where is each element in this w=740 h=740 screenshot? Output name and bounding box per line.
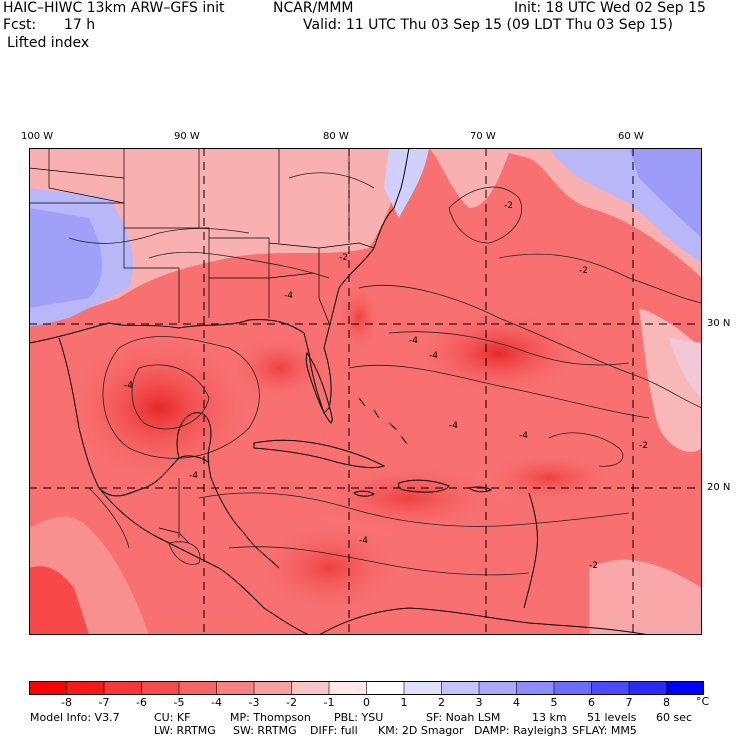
footer-shortwave: SW: RRTMG (233, 724, 297, 737)
contour-label: -4 (409, 336, 418, 346)
colorbar-cell (254, 681, 292, 695)
contour-label: -4 (189, 471, 198, 481)
contour-label: -2 (589, 561, 598, 571)
colorbar-cell (479, 681, 517, 695)
colorbar-tick-label: -2 (286, 696, 297, 709)
contour-lines (68, 172, 702, 576)
graticule (29, 148, 702, 635)
core-caribbean (239, 513, 419, 623)
colorbar-cell (141, 681, 180, 695)
colorbar-tick-label: 7 (625, 696, 633, 709)
colorbar-tick-label: 2 (438, 696, 445, 709)
init-time: Init: 18 UTC Wed 02 Sep 15 (514, 0, 706, 16)
colorbar-tick-label: 0 (363, 696, 370, 709)
field-name: Lifted index (7, 35, 90, 51)
colorbar-cell (666, 681, 704, 695)
colorbar-cell (291, 681, 330, 695)
core-atlantic (419, 313, 579, 393)
colorbar-tick-label: 1 (400, 696, 408, 709)
colorbar-tick-label: -7 (98, 696, 110, 709)
colorbar-cell (441, 681, 480, 695)
footer-timestep: 60 sec (656, 711, 693, 724)
colorbar-cell (404, 681, 442, 695)
colorbar-tick-label: -4 (211, 696, 222, 709)
contour-label: -4 (449, 421, 458, 431)
colorbar-cell (66, 681, 105, 695)
center-label: NCAR/MMM (273, 0, 354, 16)
valid-time: Valid: 11 UTC Thu 03 Sep 15 (09 LDT Thu … (303, 17, 673, 33)
footer-pbl: PBL: YSU (334, 711, 384, 724)
field-blue-nw-deep (29, 208, 103, 308)
map-frame (29, 148, 702, 635)
contour-label: -2 (579, 266, 588, 276)
model-title: HAIC–HIWC 13km ARW–GFS init (3, 0, 225, 16)
colorbar-tick-label: 4 (513, 696, 520, 709)
colorbar-tick-label: 6 (588, 696, 595, 709)
colorbar-cell (329, 681, 367, 695)
colorbar-cell (591, 681, 630, 695)
colorbar-tick-label: -1 (323, 696, 335, 709)
colorbar-unit: °C (696, 695, 710, 708)
contour-label: -4 (284, 291, 293, 301)
colorbar-tick-label: -6 (136, 696, 147, 709)
contour-label: -4 (519, 431, 528, 441)
colorbar (29, 681, 704, 695)
footer-levels: 51 levels (587, 711, 637, 724)
field-light-north (29, 148, 702, 323)
colorbar-tick-label: 5 (550, 696, 558, 709)
contour-label: -4 (359, 536, 368, 546)
colorbar-cell (216, 681, 255, 695)
colorbar-tick-label: -5 (173, 696, 185, 709)
footer-sflay: SFLAY: MM5 (572, 724, 637, 737)
colorbar-tick-label: 3 (475, 696, 483, 709)
footer-diffusion: DIFF: full (310, 724, 358, 737)
footer-longwave: LW: RRTMG (154, 724, 216, 737)
colorbar-cell (104, 681, 142, 695)
footer-model-info: Model Info: V3.7 (30, 711, 120, 724)
lon-label-60w: 60 W (618, 131, 644, 142)
footer-surface: SF: Noah LSM (426, 711, 501, 724)
footer-microphysics: MP: Thompson (230, 711, 311, 724)
lifted-index-map: -2 -4 -2 -4 -4 -4 -2 -4 -4 -2 -4 -2 -4 (29, 148, 702, 635)
colorbar-tick-label: 8 (663, 696, 670, 709)
contour-label: -2 (339, 253, 348, 263)
contour-label: -4 (124, 381, 133, 391)
forecast-hour: 17 h (64, 17, 96, 33)
colorbar-tick-label: -8 (61, 696, 72, 709)
political-borders (29, 148, 375, 544)
forecast-label: Fcst: (3, 17, 37, 33)
lat-label-30n: 30 N (707, 318, 731, 329)
footer-resolution: 13 km (532, 711, 567, 724)
colorbar-cell (29, 681, 67, 695)
lon-label-100w: 100 W (21, 131, 54, 142)
field-blue-ne-deep (629, 148, 702, 238)
footer-damping: DAMP: Rayleigh3 (474, 724, 568, 737)
lat-label-20n: 20 N (707, 482, 731, 493)
lon-label-90w: 90 W (174, 131, 200, 142)
colorbar-cell (366, 681, 405, 695)
footer-km: KM: 2D Smagor (378, 724, 464, 737)
colorbar-tick-label: -3 (248, 696, 260, 709)
lon-label-80w: 80 W (323, 131, 349, 142)
lon-label-70w: 70 W (470, 131, 496, 142)
colorbar-cell (629, 681, 667, 695)
colorbar-cell (554, 681, 592, 695)
colorbar-cell (516, 681, 555, 695)
footer-cumulus: CU: KF (154, 711, 191, 724)
contour-label: -4 (429, 351, 438, 361)
contour-label: -2 (639, 441, 648, 451)
contour-label: -2 (504, 201, 513, 211)
colorbar-cell (179, 681, 217, 695)
